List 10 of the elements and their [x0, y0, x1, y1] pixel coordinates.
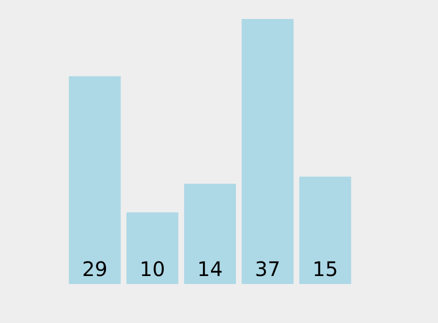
- bar: [184, 184, 236, 284]
- data-label: 15: [312, 257, 338, 281]
- data-label: 14: [197, 257, 223, 281]
- bar: [126, 212, 178, 284]
- bar: [242, 19, 294, 284]
- data-label: 29: [82, 257, 108, 281]
- data-label: 37: [254, 257, 280, 281]
- data-label: 10: [140, 257, 166, 281]
- bar: [299, 176, 352, 284]
- bar: [68, 76, 121, 284]
